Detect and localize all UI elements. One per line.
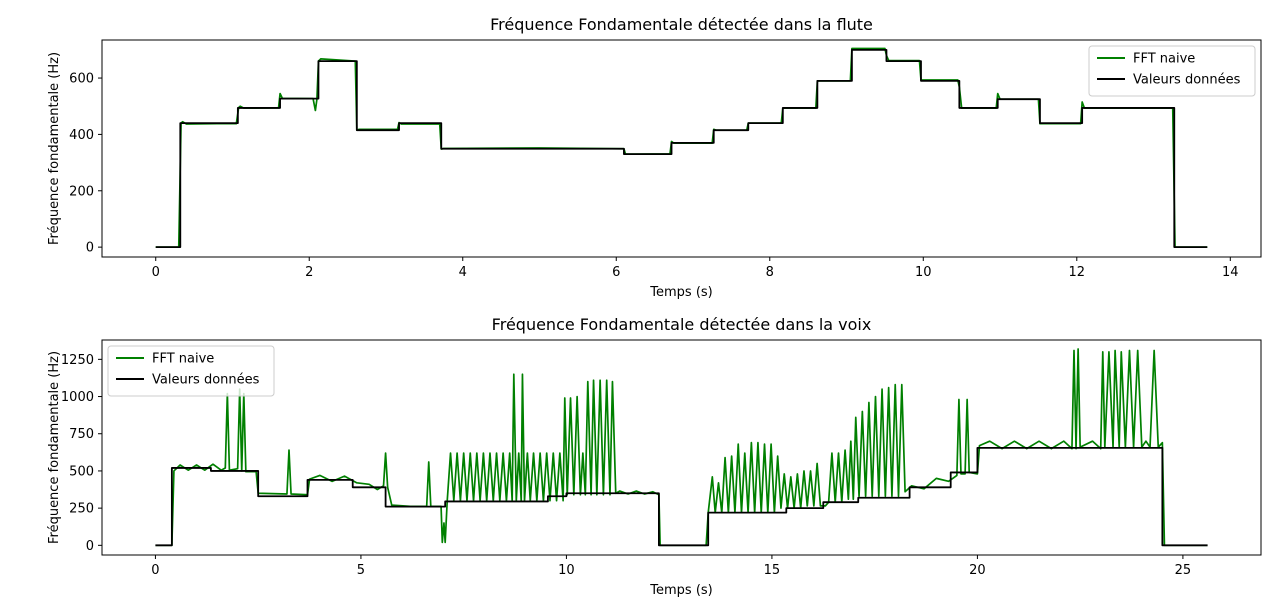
flute-x-tick-label: 6: [612, 265, 620, 280]
flute-y-tick-label: 0: [86, 241, 94, 256]
flute-x-axis-label: Temps (s): [649, 285, 712, 300]
voice-x-axis-label: Temps (s): [649, 583, 712, 598]
flute-legend-box: [1088, 45, 1256, 97]
voice-legend-label-fft: FFT naive: [152, 352, 214, 367]
flute-x-tick-label: 2: [305, 265, 313, 280]
voice-chart: Fréquence Fondamentale détectée dans la …: [47, 315, 1262, 598]
flute-chart: Fréquence Fondamentale détectée dans la …: [47, 15, 1262, 300]
voice-y-tick-label: 1250: [61, 353, 94, 368]
voice-y-tick-label: 750: [69, 427, 94, 442]
flute-series-given-values: [155, 48, 1208, 249]
voice-y-tick-label: 250: [69, 502, 94, 517]
voice-x-tick-label: 10: [558, 563, 575, 578]
flute-x-tick-label: 4: [459, 265, 467, 280]
voice-y-axis-label: Fréquence fondamentale (Hz): [47, 351, 62, 544]
flute-y-tick-label: 200: [69, 184, 94, 199]
voice-x-tick-label: 20: [969, 563, 986, 578]
voice-y-tick-label: 500: [69, 464, 94, 479]
voice-series-given-values: [155, 446, 1208, 547]
flute-plot-area: [155, 47, 1208, 249]
voice-x-ticks: 0 5 10 15 20 25: [151, 555, 1191, 578]
voice-x-tick-label: 0: [151, 563, 159, 578]
voice-chart-title: Fréquence Fondamentale détectée dans la …: [492, 315, 872, 334]
voice-y-tick-label: 1000: [61, 390, 94, 405]
voice-plot-area: [155, 348, 1208, 547]
voice-x-tick-label: 15: [764, 563, 781, 578]
voice-legend: FFT naive Valeurs données: [107, 345, 275, 397]
flute-legend: FFT naive Valeurs données: [1088, 45, 1256, 97]
flute-y-ticks: 0 200 400 600: [69, 72, 102, 256]
flute-legend-label-fft: FFT naive: [1133, 52, 1195, 67]
flute-x-tick-label: 14: [1222, 265, 1239, 280]
voice-y-tick-label: 0: [86, 539, 94, 554]
voice-legend-label-given: Valeurs données: [152, 373, 260, 388]
flute-x-ticks: 0 2 4 6 8 10 12 14: [152, 257, 1239, 280]
flute-y-tick-label: 400: [69, 128, 94, 143]
flute-axes-frame: [101, 39, 1262, 258]
voice-x-tick-label: 25: [1175, 563, 1192, 578]
flute-x-tick-label: 12: [1069, 265, 1086, 280]
flute-x-tick-label: 8: [766, 265, 774, 280]
voice-x-tick-label: 5: [357, 563, 365, 578]
flute-y-axis-label: Fréquence fondamentale (Hz): [47, 52, 62, 245]
voice-axes-frame: [101, 339, 1262, 556]
flute-legend-label-given: Valeurs données: [1133, 73, 1241, 88]
flute-x-tick-label: 0: [152, 265, 160, 280]
flute-chart-title: Fréquence Fondamentale détectée dans la …: [490, 15, 873, 34]
flute-x-tick-label: 10: [915, 265, 932, 280]
flute-y-tick-label: 600: [69, 72, 94, 87]
voice-y-ticks: 0 250 500 750 1000 1250: [61, 353, 102, 554]
voice-legend-box: [107, 345, 275, 397]
